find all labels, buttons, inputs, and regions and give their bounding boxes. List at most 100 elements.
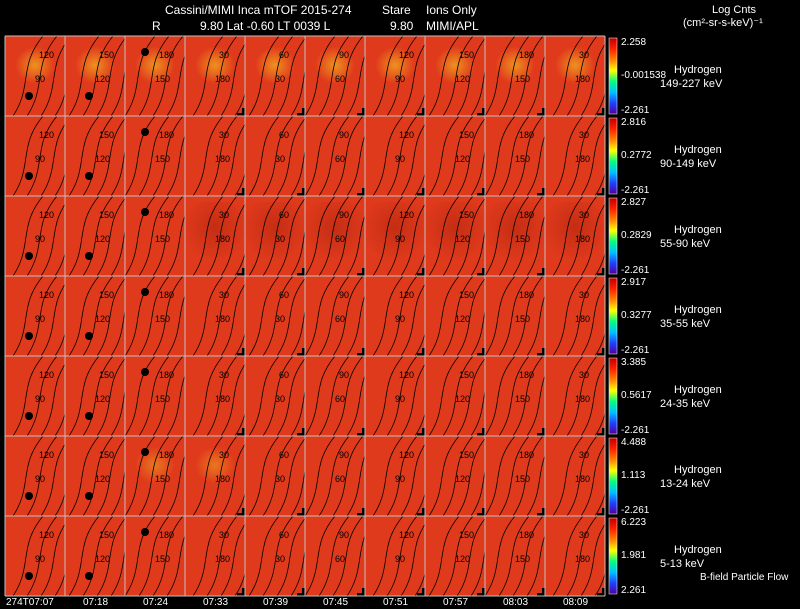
contour-label: 60 <box>335 234 345 244</box>
contour-line <box>498 435 530 517</box>
contour-line <box>484 195 516 277</box>
contour-label: 180 <box>215 474 230 484</box>
contour-label: 180 <box>159 290 174 300</box>
contour-label: 90 <box>339 50 349 60</box>
contour-line <box>594 435 626 517</box>
hot-region <box>365 40 425 96</box>
contour-line <box>566 35 598 117</box>
contour-label: 150 <box>155 154 170 164</box>
contour-line <box>68 355 100 437</box>
contour-label: 150 <box>459 290 474 300</box>
contour-line <box>386 275 418 357</box>
contour-line <box>566 435 598 517</box>
ena-image-cell <box>124 515 198 597</box>
contour-line <box>206 435 238 517</box>
contour-line <box>428 35 460 117</box>
contour-label: 90 <box>395 154 405 164</box>
ena-image-cell <box>425 275 502 364</box>
cell-background <box>365 276 425 356</box>
ena-image-cell <box>545 275 626 364</box>
contour-line <box>318 35 350 117</box>
contour-label: 30 <box>579 130 589 140</box>
contour-line <box>304 195 336 277</box>
contour-label: 60 <box>335 554 345 564</box>
contour-label: 120 <box>95 554 110 564</box>
contour-line <box>276 435 308 517</box>
contour-label: 180 <box>575 154 590 164</box>
contour-line <box>262 515 294 597</box>
contour-label: 180 <box>215 234 230 244</box>
mode-label: Stare <box>382 3 411 17</box>
contour-label: 30 <box>219 50 229 60</box>
contour-line <box>594 35 626 117</box>
contour-label: 90 <box>395 394 405 404</box>
chart-title: Cassini/MIMI Inca mTOF 2015-274 <box>165 3 352 17</box>
contour-line <box>68 515 100 597</box>
time-tick-label: 07:33 <box>203 597 229 608</box>
contour-line <box>152 115 184 197</box>
contour-label: 150 <box>99 130 114 140</box>
cell-background <box>545 276 605 356</box>
colorbar-mid-label: 0.2772 <box>621 150 652 161</box>
contour-label: 90 <box>35 474 45 484</box>
contour-line <box>428 515 460 597</box>
contour-label: 180 <box>215 74 230 84</box>
colorbar-mid-label: 1.981 <box>621 550 647 561</box>
cell-background <box>545 116 605 196</box>
contour-line <box>124 115 156 197</box>
contour-line <box>262 115 294 197</box>
contour-line <box>220 355 252 437</box>
ena-image-cell <box>5 275 86 357</box>
hot-region <box>185 440 245 496</box>
contour-line <box>594 115 626 197</box>
contour-label: 120 <box>95 314 110 324</box>
ena-image-cell <box>5 355 86 437</box>
cell-background <box>425 356 485 436</box>
ena-image-cell <box>124 275 198 357</box>
contour-line <box>372 435 404 517</box>
species-label: Ions Only <box>426 3 477 17</box>
contour-line <box>552 35 584 117</box>
cell-background <box>185 356 245 436</box>
contour-label: 120 <box>399 530 414 540</box>
contour-line <box>372 515 404 597</box>
contour-line <box>484 355 516 437</box>
contour-line <box>220 435 252 517</box>
cell-background <box>5 436 65 516</box>
contour-label: 180 <box>215 314 230 324</box>
colorbar-min-label: -2.261 <box>621 185 650 196</box>
hot-region <box>125 40 185 96</box>
ena-image-cell <box>65 355 142 437</box>
ena-image-cell <box>124 115 198 197</box>
contour-label: 180 <box>159 210 174 220</box>
cell-background <box>185 516 245 596</box>
contour-line <box>372 275 404 357</box>
contour-line <box>138 435 170 517</box>
contour-line <box>40 115 72 197</box>
contour-label: 90 <box>395 474 405 484</box>
ena-image-cell <box>245 435 322 524</box>
contour-label: 30 <box>579 290 589 300</box>
contour-line <box>26 35 58 117</box>
saturn-marker <box>85 252 93 260</box>
contour-label: 90 <box>339 210 349 220</box>
contour-line <box>566 275 598 357</box>
contour-line <box>552 435 584 517</box>
contour-line <box>248 115 280 197</box>
contour-line <box>12 355 44 437</box>
contour-line <box>332 435 364 517</box>
contour-line <box>124 275 156 357</box>
units-label-line2: (cm²-sr-s-keV)⁻¹ <box>683 17 763 29</box>
time-tick-label: 07:24 <box>143 597 169 608</box>
colorbar-min-label: -2.261 <box>621 105 650 116</box>
contour-line <box>220 195 252 277</box>
colorbar-mid-label: 0.2829 <box>621 230 652 241</box>
cell-background <box>305 356 365 436</box>
contour-line <box>400 35 432 117</box>
hot-region <box>245 40 305 96</box>
cell-background <box>485 516 545 596</box>
contour-label: 30 <box>219 210 229 220</box>
ena-image-cell <box>65 35 142 117</box>
contour-line <box>318 515 350 597</box>
saturn-marker <box>25 492 33 500</box>
